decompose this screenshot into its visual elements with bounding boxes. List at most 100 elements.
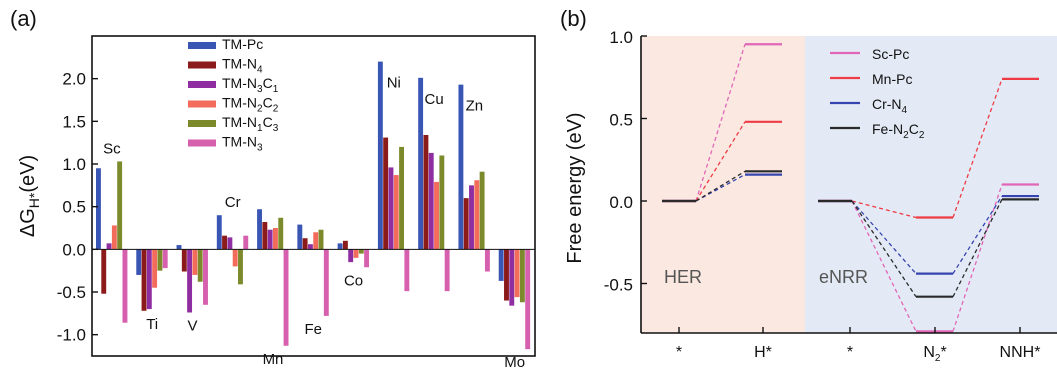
bar-cr-tm-n1c3 xyxy=(238,249,243,285)
bar-cr-tm-n3c1 xyxy=(227,237,233,250)
panel-a-ytick-label: -1.0 xyxy=(57,326,86,345)
bar-cr-tm-n4 xyxy=(222,235,228,250)
bar-v-tm-n2c2 xyxy=(192,249,198,275)
panel-b-y-axis-label: Free energy (eV) xyxy=(564,112,586,263)
panel-a-y-ticks: -1.0 -0.5 0.0 0.5 1.0 1.5 2.0 xyxy=(57,70,98,345)
legend-entry-b-1: Mn-Pc xyxy=(872,71,912,87)
connector-enrr-1 xyxy=(851,200,917,298)
panel-a-frame xyxy=(91,35,536,357)
bar-cu-tm-n3c1 xyxy=(428,152,434,250)
bar-mn-tm-n3 xyxy=(283,249,289,346)
bar-co-tm-n3c1 xyxy=(348,249,354,263)
bar-fe-tm-n2c2 xyxy=(313,232,319,250)
bar-mn-tm-n2c2 xyxy=(272,228,278,250)
bar-v-tm-n1c3 xyxy=(197,249,203,282)
legend-entry-1: TM-N4 xyxy=(222,56,263,76)
connector-enrr-2 xyxy=(952,195,1003,274)
bar-fe-tm-n1c3 xyxy=(318,229,324,250)
bar-sc-tm-n4 xyxy=(101,249,107,294)
bar-zn-tm-n2c2 xyxy=(474,180,480,250)
metal-label-ti: Ti xyxy=(146,316,158,333)
panel-a-axes xyxy=(91,35,536,357)
metal-label-fe: Fe xyxy=(305,321,323,338)
bar-co-tm-n3 xyxy=(364,249,370,268)
panel-a-ytick-label: 1.5 xyxy=(62,112,86,131)
legend-entry-3: TM-N2C2 xyxy=(222,95,279,115)
bar-cu-tm-n2c2 xyxy=(434,181,439,250)
bar-mn-tm-n1c3 xyxy=(278,217,284,250)
bar-ti-tm-n4 xyxy=(141,249,147,311)
legend-swatch-3 xyxy=(188,100,216,108)
bar-mn-tm-pc xyxy=(257,209,262,250)
panel-b-ylabel-text: Free energy (eV) xyxy=(564,112,586,263)
connector-enrr-1 xyxy=(851,200,917,275)
bar-co-tm-pc xyxy=(337,243,343,250)
bar-mo-tm-n3c1 xyxy=(509,249,515,306)
bar-ti-tm-n2c2 xyxy=(152,249,158,288)
bar-zn-tm-pc xyxy=(458,84,464,250)
panel-b-free-energy-diagram: (b) HER eNRR Free energy (eV) -0.5 0.0 0.5 1… xyxy=(560,6,1057,364)
bar-ni-tm-n3 xyxy=(404,249,410,292)
state-label-2: * xyxy=(847,344,853,361)
bar-cu-tm-n1c3 xyxy=(439,155,445,250)
legend-entry-2: TM-N3C1 xyxy=(222,75,279,95)
legend-swatch-2 xyxy=(188,81,216,88)
bar-zn-tm-n1c3 xyxy=(479,171,485,250)
connector-enrr-1 xyxy=(851,200,917,332)
bar-cu-tm-pc xyxy=(418,77,424,250)
state-label-0: * xyxy=(676,344,682,361)
bar-ni-tm-n3c1 xyxy=(388,167,394,250)
panel-a-ylabel-text: ΔGH*(eV) xyxy=(17,155,42,237)
legend-entry-b-3: Fe-N2C2 xyxy=(872,121,925,141)
bar-fe-tm-n3c1 xyxy=(307,244,313,250)
panel-a-ytick-label: 1.0 xyxy=(62,155,86,174)
legend-entry-b-0: Sc-Pc xyxy=(872,46,909,62)
panel-a-bars xyxy=(96,61,531,350)
bar-zn-tm-n4 xyxy=(463,198,469,250)
legend-swatch-0 xyxy=(188,42,216,49)
panel-a-metal-labels: Sc Ti V Cr Mn Fe Co Ni Cu Zn Mo xyxy=(103,75,525,372)
connector-her-1 xyxy=(695,170,746,202)
bar-fe-tm-pc xyxy=(297,224,303,250)
metal-label-sc: Sc xyxy=(103,140,121,157)
bar-sc-tm-n3c1 xyxy=(106,243,112,250)
bar-v-tm-n3c1 xyxy=(187,249,193,313)
panel-a-ytick-label: -0.5 xyxy=(57,283,86,302)
bar-sc-tm-pc xyxy=(96,168,101,250)
region-label-enrr: eNRR xyxy=(819,267,868,287)
metal-label-cu: Cu xyxy=(424,91,443,108)
bar-cr-tm-n3 xyxy=(243,235,249,250)
bar-co-tm-n1c3 xyxy=(358,249,364,254)
panel-a-bar-chart: (a) ΔGH*(eV) -1.0 -0.5 0.0 0.5 1.0 1.5 2.0 Sc T… xyxy=(10,6,536,372)
panel-a-y-axis-label: ΔGH*(eV) xyxy=(17,155,42,237)
bar-cr-tm-pc xyxy=(216,215,222,250)
metal-label-v: V xyxy=(187,317,197,334)
bar-ni-tm-pc xyxy=(377,61,383,250)
metal-label-mo: Mo xyxy=(504,354,525,369)
bar-ti-tm-n3 xyxy=(162,249,168,269)
legend-swatch-5 xyxy=(188,139,216,147)
state-label-1: H* xyxy=(754,344,772,361)
panel-b-ytick-label: 0.0 xyxy=(609,193,633,212)
bar-cr-tm-n2c2 xyxy=(232,249,238,267)
bar-mo-tm-n2c2 xyxy=(514,249,520,298)
panel-a-ytick-label: 0.5 xyxy=(62,198,86,217)
panel-a-ytick-label: 2.0 xyxy=(62,70,86,89)
bar-ni-tm-n4 xyxy=(383,137,389,250)
panel-a-ytick-label: 0.0 xyxy=(62,240,86,259)
metal-label-mn: Mn xyxy=(263,351,284,368)
panel-a-label: (a) xyxy=(10,6,37,31)
connector-enrr-2 xyxy=(952,184,1003,332)
bar-mo-tm-n1c3 xyxy=(519,249,525,303)
bar-co-tm-n2c2 xyxy=(353,249,359,258)
bar-mo-tm-n4 xyxy=(504,249,509,301)
panel-b-ytick-label: 1.0 xyxy=(609,28,633,47)
bar-sc-tm-n3 xyxy=(122,249,128,323)
bar-sc-tm-n2c2 xyxy=(111,225,117,250)
connector-her-1 xyxy=(695,121,746,202)
bar-fe-tm-n3 xyxy=(323,249,329,316)
path-fe-n2c2 xyxy=(662,170,1039,298)
bar-cu-tm-n4 xyxy=(423,134,429,250)
bar-fe-tm-n4 xyxy=(302,238,308,250)
